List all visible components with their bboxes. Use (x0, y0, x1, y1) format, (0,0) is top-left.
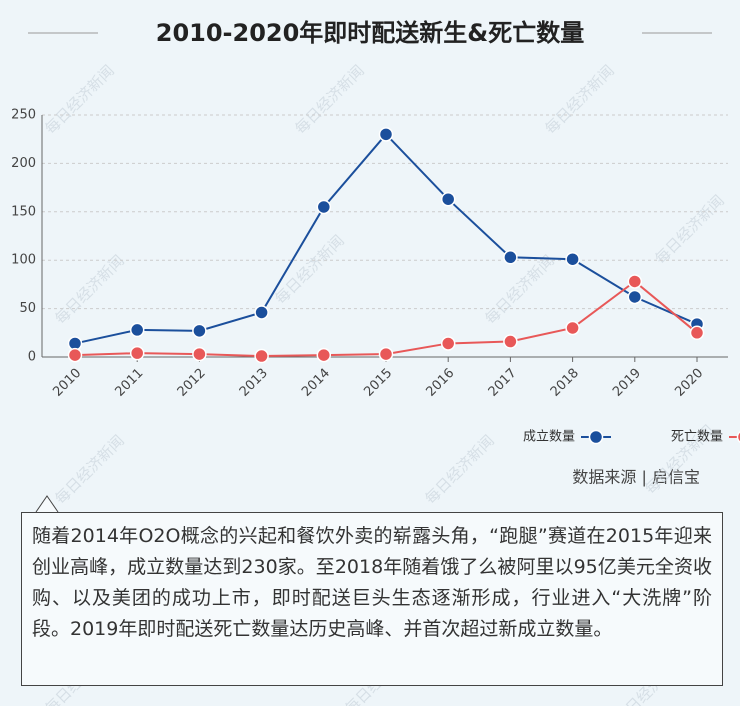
point (254, 305, 269, 320)
point (67, 347, 83, 363)
watermark: 每日经济新闻 (651, 191, 727, 267)
series-line (74, 280, 698, 358)
note: 随着2014年O2O概念的兴起和餐饮外卖的崭露头角，“跑腿”赛道在2015年迎来… (21, 512, 723, 686)
legend-label: 成立数量 (523, 430, 575, 445)
point (565, 320, 580, 336)
watermark: 每日经济新闻 (481, 251, 557, 327)
y-tick-label: 0 (28, 350, 36, 365)
x-tick-label: 2015 (361, 366, 395, 400)
point (503, 250, 518, 265)
x-tick-label: 2013 (237, 366, 271, 400)
point (316, 199, 332, 215)
watermark: 每日经济新闻 (51, 431, 127, 507)
x-tick-label: 2017 (486, 366, 520, 400)
y-tick-label: 50 (19, 301, 36, 316)
watermark: 每日经济新闻 (291, 61, 367, 137)
point (440, 191, 456, 207)
x-tick-label: 2010 (50, 366, 84, 400)
point (129, 345, 145, 361)
legend-marker (736, 430, 740, 444)
watermark: 每日经济新闻 (51, 251, 127, 327)
legend-marker (588, 429, 604, 445)
x-tick-label: 2020 (672, 366, 706, 400)
chart-title: 2010-2020年即时配送新生&死亡数量 (156, 19, 584, 47)
x-tick-label: 2012 (175, 366, 209, 400)
x-tick-label: 2019 (610, 366, 644, 400)
x-tick-label: 2011 (112, 366, 146, 400)
legend-label: 死亡数量 (671, 430, 723, 445)
point (378, 127, 394, 142)
point (192, 323, 207, 339)
y-tick-label: 200 (11, 156, 36, 171)
point (627, 289, 643, 305)
source: 数据来源 | 启信宝 (572, 468, 700, 487)
point (503, 334, 518, 349)
y-tick-label: 250 (11, 108, 36, 123)
point (129, 322, 145, 338)
y-tick-label: 100 (11, 253, 36, 268)
watermark: 每日经济新闻 (421, 431, 497, 507)
callout-notch (35, 495, 59, 513)
watermark: 每日经济新闻 (41, 61, 117, 137)
x-tick-label: 2016 (423, 366, 457, 400)
x-tick-label: 2014 (299, 366, 333, 400)
series-line (74, 132, 698, 345)
point (565, 251, 580, 267)
point (316, 347, 332, 363)
watermark: 每日经济新闻 (271, 231, 347, 307)
y-tick-label: 150 (11, 204, 36, 219)
point (689, 325, 705, 341)
x-tick-label: 2018 (548, 366, 582, 400)
point (627, 274, 643, 289)
point (378, 346, 394, 362)
point (192, 346, 207, 362)
point (440, 336, 456, 351)
watermark: 每日经济新闻 (541, 61, 617, 137)
point (254, 348, 269, 364)
